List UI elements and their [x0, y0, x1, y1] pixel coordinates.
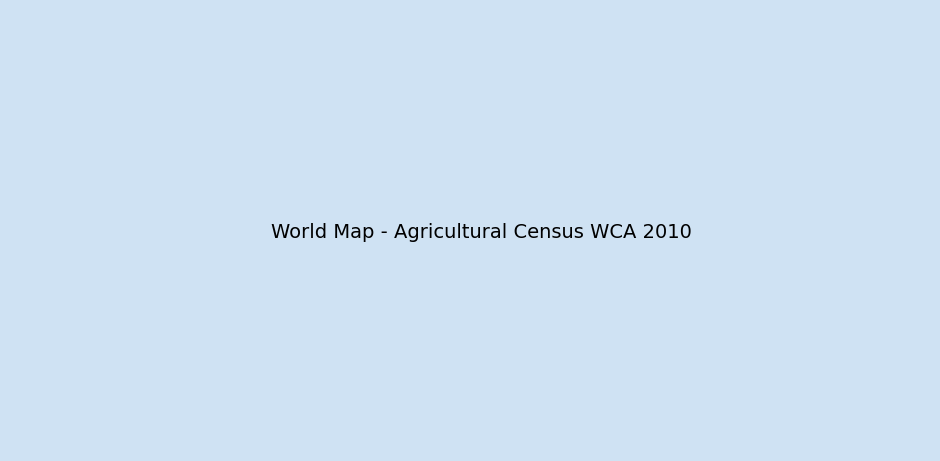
Text: World Map - Agricultural Census WCA 2010: World Map - Agricultural Census WCA 2010 [272, 223, 692, 242]
